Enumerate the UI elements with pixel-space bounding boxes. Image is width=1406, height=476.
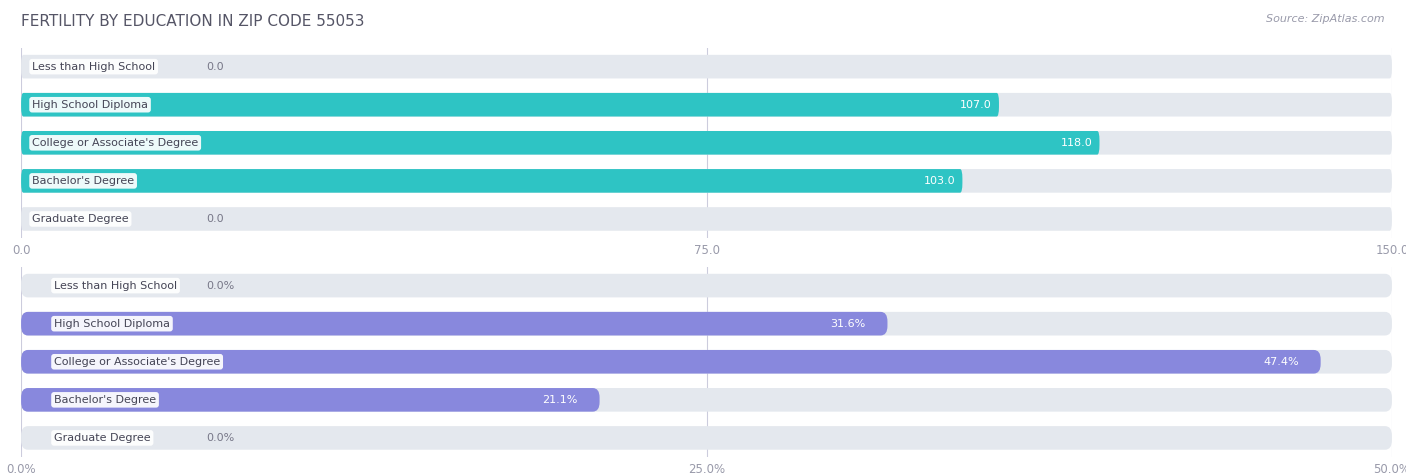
FancyBboxPatch shape [21,169,963,193]
Text: Less than High School: Less than High School [53,280,177,291]
Text: Bachelor's Degree: Bachelor's Degree [32,176,134,186]
Text: 118.0: 118.0 [1060,138,1092,148]
Text: 31.6%: 31.6% [831,318,866,329]
Text: Graduate Degree: Graduate Degree [53,433,150,443]
Text: 107.0: 107.0 [960,99,991,110]
FancyBboxPatch shape [21,388,1392,412]
FancyBboxPatch shape [21,169,1392,193]
Text: 103.0: 103.0 [924,176,955,186]
Text: 0.0%: 0.0% [207,433,235,443]
FancyBboxPatch shape [21,131,1099,155]
Text: High School Diploma: High School Diploma [53,318,170,329]
Text: Graduate Degree: Graduate Degree [32,214,129,224]
Text: FERTILITY BY EDUCATION IN ZIP CODE 55053: FERTILITY BY EDUCATION IN ZIP CODE 55053 [21,14,364,30]
Text: 0.0%: 0.0% [207,280,235,291]
FancyBboxPatch shape [21,131,1392,155]
FancyBboxPatch shape [21,426,1392,450]
Text: Source: ZipAtlas.com: Source: ZipAtlas.com [1267,14,1385,24]
FancyBboxPatch shape [21,350,1392,374]
FancyBboxPatch shape [21,312,1392,336]
Text: 0.0: 0.0 [207,214,224,224]
FancyBboxPatch shape [21,312,887,336]
Text: High School Diploma: High School Diploma [32,99,148,110]
Text: 0.0: 0.0 [207,61,224,72]
FancyBboxPatch shape [21,207,1392,231]
FancyBboxPatch shape [21,55,1392,79]
FancyBboxPatch shape [21,93,1000,117]
FancyBboxPatch shape [21,350,1320,374]
FancyBboxPatch shape [21,93,1392,117]
Text: College or Associate's Degree: College or Associate's Degree [53,357,221,367]
Text: Less than High School: Less than High School [32,61,155,72]
FancyBboxPatch shape [21,274,1392,298]
Text: 21.1%: 21.1% [543,395,578,405]
FancyBboxPatch shape [21,388,599,412]
Text: 47.4%: 47.4% [1263,357,1299,367]
Text: College or Associate's Degree: College or Associate's Degree [32,138,198,148]
Text: Bachelor's Degree: Bachelor's Degree [53,395,156,405]
